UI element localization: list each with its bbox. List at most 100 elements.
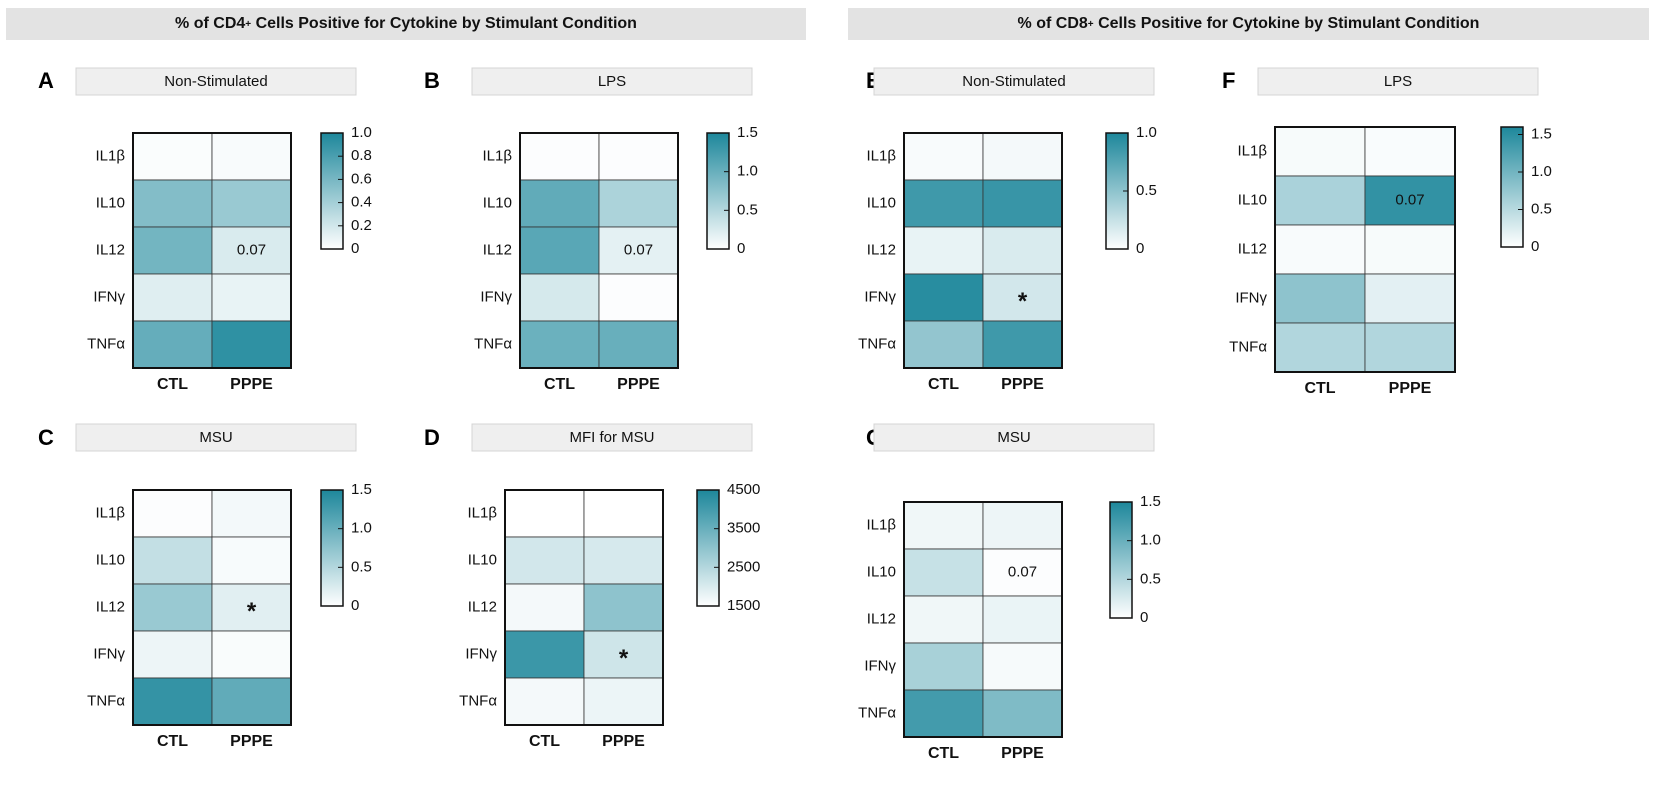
heatmap-cell-g-2-0 bbox=[903, 595, 984, 644]
row-label-f-4: TNFα bbox=[1229, 338, 1267, 355]
heatmap-cell-f-0-1 bbox=[1364, 126, 1456, 177]
heatmap-cell-g-0-0 bbox=[903, 501, 984, 550]
heatmap-cell-e-2-1 bbox=[982, 226, 1063, 275]
colorbar-label-d-1: 2500 bbox=[727, 558, 760, 575]
heatmap-cell-b-3-0 bbox=[519, 273, 600, 322]
heatmap-cell-c-1-0 bbox=[132, 536, 213, 585]
colorbar-label-g-2: 1.0 bbox=[1140, 532, 1161, 549]
colorbar-label-c-3: 1.5 bbox=[351, 481, 372, 498]
heatmap-border-d bbox=[504, 489, 664, 726]
annotation-e-0: * bbox=[1018, 288, 1028, 315]
heatmap-cell-c-2-1 bbox=[211, 583, 292, 632]
heatmap-cell-a-2-0 bbox=[132, 226, 213, 275]
heatmap-cell-c-3-1 bbox=[211, 630, 292, 679]
heatmap-cell-c-0-1 bbox=[211, 489, 292, 538]
row-label-b-1: IL10 bbox=[483, 194, 512, 211]
cd8-header-sup: + bbox=[1087, 18, 1094, 30]
row-label-e-3: IFNγ bbox=[864, 288, 896, 305]
row-label-e-4: TNFα bbox=[858, 335, 896, 352]
panel-d-title-box bbox=[471, 423, 753, 452]
row-label-g-4: TNFα bbox=[858, 704, 896, 721]
heatmap-cell-g-2-1 bbox=[982, 595, 1063, 644]
col-label-b-0: CTL bbox=[544, 376, 575, 393]
heatmap-cell-a-4-1 bbox=[211, 320, 292, 369]
heatmap-border-e bbox=[903, 132, 1063, 369]
panel-e-title: Non-Stimulated bbox=[962, 73, 1065, 90]
heatmap-cell-d-0-0 bbox=[504, 489, 585, 538]
annotation-b-0: 0.07 bbox=[624, 241, 653, 258]
panel-d-title: MFI for MSU bbox=[570, 429, 655, 446]
heatmap-cell-d-1-1 bbox=[583, 536, 664, 585]
colorbar-label-a-4: 0.8 bbox=[351, 147, 372, 164]
row-label-g-0: IL1β bbox=[867, 516, 897, 533]
col-label-d-1: PPPE bbox=[602, 733, 645, 750]
heatmap-cell-d-4-0 bbox=[504, 677, 585, 726]
colorbar-label-a-1: 0.2 bbox=[351, 217, 372, 234]
heatmap-cell-c-4-0 bbox=[132, 677, 213, 726]
row-label-f-0: IL1β bbox=[1238, 142, 1268, 159]
colorbar-label-e-0: 0 bbox=[1136, 240, 1144, 257]
panel-g-title: MSU bbox=[997, 429, 1030, 446]
colorbar-b bbox=[706, 132, 730, 250]
colorbar-label-g-1: 0.5 bbox=[1140, 570, 1161, 587]
row-label-a-0: IL1β bbox=[96, 147, 126, 164]
row-label-c-4: TNFα bbox=[87, 692, 125, 709]
panel-f-title-box bbox=[1257, 67, 1539, 96]
col-label-g-1: PPPE bbox=[1001, 745, 1044, 762]
heatmap-cell-e-0-0 bbox=[903, 132, 984, 181]
heatmap-cell-e-1-0 bbox=[903, 179, 984, 228]
panel-d-letter: D bbox=[424, 425, 440, 450]
cd4-header-prefix: % of CD4 bbox=[175, 15, 246, 32]
cd4-section-header: % of CD4 + Cells Positive for Cytokine by… bbox=[6, 8, 806, 40]
colorbar-label-a-3: 0.6 bbox=[351, 170, 372, 187]
heatmap-cell-d-3-0 bbox=[504, 630, 585, 679]
row-label-a-2: IL12 bbox=[96, 241, 125, 258]
heatmap-cell-b-2-0 bbox=[519, 226, 600, 275]
row-label-d-4: TNFα bbox=[459, 692, 497, 709]
heatmap-cell-e-3-0 bbox=[903, 273, 984, 322]
colorbar-g bbox=[1109, 501, 1133, 619]
colorbar-label-f-2: 1.0 bbox=[1531, 163, 1552, 180]
heatmap-cell-b-4-1 bbox=[598, 320, 679, 369]
annotation-d-0: * bbox=[619, 645, 629, 672]
col-label-e-1: PPPE bbox=[1001, 376, 1044, 393]
heatmap-cell-e-4-1 bbox=[982, 320, 1063, 369]
panel-c-title: MSU bbox=[199, 429, 232, 446]
row-label-a-4: TNFα bbox=[87, 335, 125, 352]
heatmap-cell-d-0-1 bbox=[583, 489, 664, 538]
heatmap-cell-c-2-0 bbox=[132, 583, 213, 632]
col-label-e-0: CTL bbox=[928, 376, 959, 393]
colorbar-d bbox=[696, 489, 720, 607]
heatmap-cell-f-1-1 bbox=[1364, 175, 1456, 226]
row-label-b-0: IL1β bbox=[483, 147, 513, 164]
colorbar-label-d-0: 1500 bbox=[727, 597, 760, 614]
heatmap-cell-g-1-0 bbox=[903, 548, 984, 597]
row-label-d-0: IL1β bbox=[468, 504, 498, 521]
colorbar-label-d-3: 4500 bbox=[727, 481, 760, 498]
row-label-f-2: IL12 bbox=[1238, 240, 1267, 257]
heatmap-cell-f-4-0 bbox=[1274, 322, 1366, 373]
heatmap-cell-a-1-1 bbox=[211, 179, 292, 228]
row-label-e-1: IL10 bbox=[867, 194, 896, 211]
col-label-a-1: PPPE bbox=[230, 376, 273, 393]
col-label-d-0: CTL bbox=[529, 733, 560, 750]
row-label-a-1: IL10 bbox=[96, 194, 125, 211]
heatmap-cell-a-0-1 bbox=[211, 132, 292, 181]
heatmap-cell-c-3-0 bbox=[132, 630, 213, 679]
row-label-b-2: IL12 bbox=[483, 241, 512, 258]
heatmap-cell-g-4-1 bbox=[982, 689, 1063, 738]
row-label-g-3: IFNγ bbox=[864, 657, 896, 674]
colorbar-label-d-2: 3500 bbox=[727, 520, 760, 537]
colorbar-label-c-0: 0 bbox=[351, 597, 359, 614]
heatmap-cell-b-1-0 bbox=[519, 179, 600, 228]
heatmap-cell-f-0-0 bbox=[1274, 126, 1366, 177]
heatmap-cell-d-3-1 bbox=[583, 630, 664, 679]
colorbar-label-c-1: 0.5 bbox=[351, 558, 372, 575]
colorbar-label-g-3: 1.5 bbox=[1140, 493, 1161, 510]
colorbar-label-b-3: 1.5 bbox=[737, 124, 758, 141]
panel-g-title-box bbox=[873, 423, 1155, 452]
row-label-e-2: IL12 bbox=[867, 241, 896, 258]
panel-c-title-box bbox=[75, 423, 357, 452]
heatmap-cell-b-1-1 bbox=[598, 179, 679, 228]
row-label-g-2: IL12 bbox=[867, 610, 896, 627]
